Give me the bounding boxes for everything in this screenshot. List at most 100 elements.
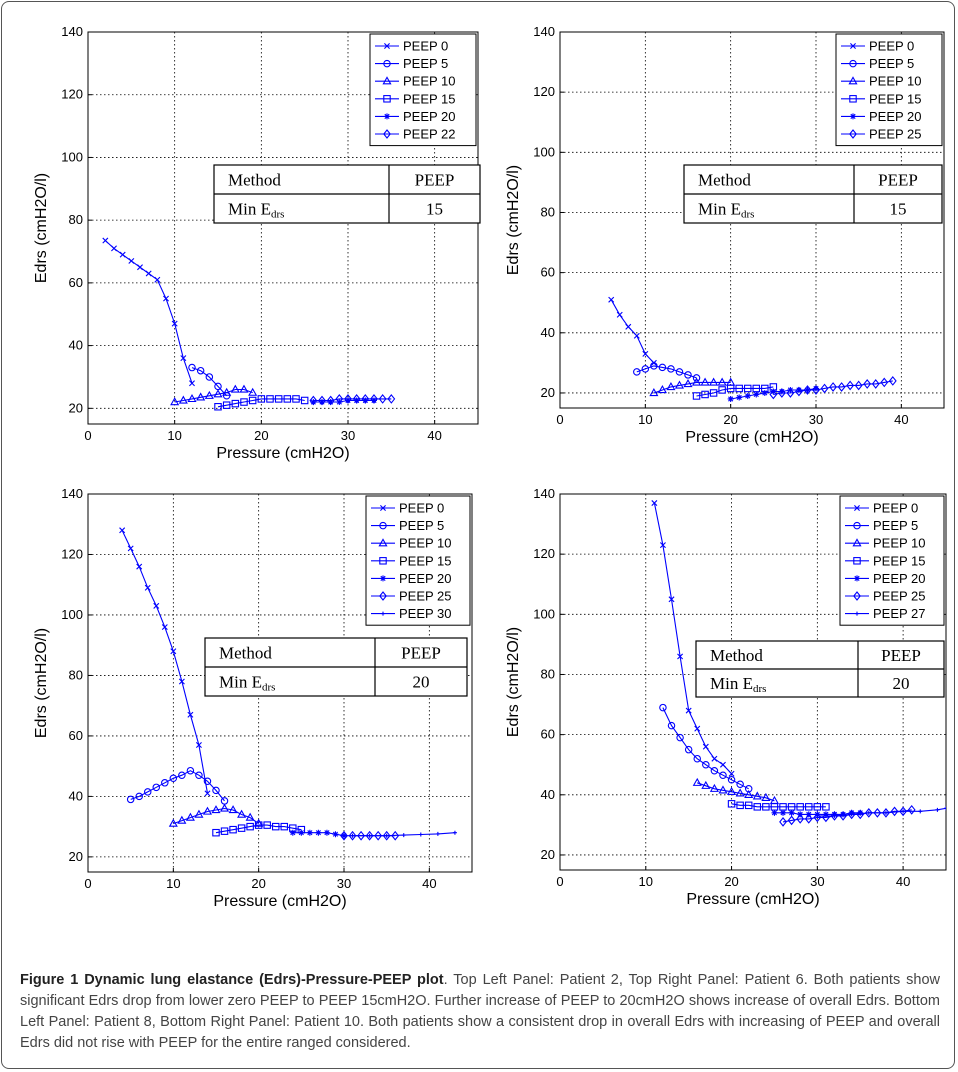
table-header-peep: PEEP [878,171,918,190]
chart-panel-2: 0 10 20 30 40 20 40 60 80 100 120 140 Pressure (cmH2… [505,24,945,446]
data-point [237,809,247,818]
legend-entry: PEEP 15 [403,91,456,106]
data-point [803,385,812,395]
table-cell-method: Min Edrs [710,674,766,695]
data-point [890,806,899,817]
data-point [717,377,727,386]
data-point [367,833,372,838]
y-tick-label: 20 [541,385,555,400]
legend-entry: PEEP 15 [873,553,926,568]
x-tick-label: 30 [810,874,824,889]
data-point [154,276,161,283]
y-tick-label: 80 [541,666,555,681]
legend-marker [852,538,862,547]
legend-entry: PEEP 10 [869,74,922,89]
data-point [318,395,326,406]
data-point [744,392,751,399]
x-tick-label: 0 [84,876,91,891]
legend-entry: PEEP 25 [399,589,452,604]
y-tick-label: 60 [69,728,83,743]
series-group [102,237,396,411]
data-point [883,810,888,815]
data-point [743,384,752,393]
data-point [127,545,134,552]
figure-caption: Figure 1 Dynamic lung elastance (Edrs)-P… [20,970,940,1054]
data-point [907,804,916,815]
data-point [315,829,322,836]
data-point [935,807,940,812]
data-point [692,374,701,382]
legend-entry: PEEP 5 [403,56,448,71]
data-point [374,830,383,841]
y-tick-label: 100 [61,607,83,622]
y-tick-label: 20 [541,847,555,862]
y-axis-label: Edrs (cmH2O/l) [33,628,50,738]
data-point [727,395,734,402]
data-point [657,385,667,394]
data-point [719,761,726,768]
method-table: Method PEEP Min Edrs 15 [213,164,481,224]
method-table: Method PEEP Min Edrs 20 [695,640,945,698]
data-point [266,395,274,403]
legend-entry: PEEP 10 [403,74,456,89]
data-point [727,776,736,784]
data-point [812,385,820,395]
data-point [335,394,344,404]
y-tick-label: 40 [69,788,83,803]
data-point [309,395,318,406]
y-tick-label: 20 [69,400,83,415]
x-axis-label: Pressure (cmH2O) [213,893,346,910]
data-point [649,388,659,397]
legend-box [835,33,943,147]
data-point [777,388,786,398]
data-point [668,596,675,603]
axes-box [87,493,473,873]
legend-marker [848,76,858,85]
y-tick-label: 140 [61,24,83,39]
data-point [702,743,709,750]
series-line-2 [130,770,225,802]
legend-marker [849,129,857,139]
data-point [633,332,640,339]
data-point [675,368,684,376]
data-point [830,810,839,821]
data-point [195,742,202,748]
series-group [608,296,897,402]
data-point [161,624,168,631]
table-cell-peep: 20 [413,673,430,692]
data-point [727,786,737,795]
axes-box [559,31,945,409]
data-point [169,774,178,783]
table-cell-subscript: drs [741,209,754,221]
data-point [371,397,377,404]
x-tick-label: 40 [427,428,441,443]
data-point [384,833,389,838]
data-point [370,394,378,404]
data-point [211,805,221,814]
data-point [178,771,186,779]
legend-entry: PEEP 20 [869,109,922,124]
y-tick-label: 60 [541,727,555,742]
x-tick-label: 30 [341,428,355,443]
data-point [829,382,837,392]
data-point [700,377,710,386]
data-point [178,678,185,685]
x-tick-label: 20 [723,412,737,427]
data-point [171,320,178,327]
series-line-2 [636,365,697,379]
series-line-4 [696,386,774,397]
data-point [214,403,222,411]
data-point [239,384,249,393]
data-point [340,830,348,841]
data-point [694,725,701,732]
table-cell-peep: 15 [890,200,907,219]
data-point [323,829,330,836]
data-point [882,807,890,818]
legend-marker [849,95,857,103]
data-point [674,380,685,389]
data-point [119,251,126,258]
data-point [248,387,258,396]
data-point [237,824,246,832]
y-tick-label: 40 [541,325,555,340]
data-point [625,323,632,330]
